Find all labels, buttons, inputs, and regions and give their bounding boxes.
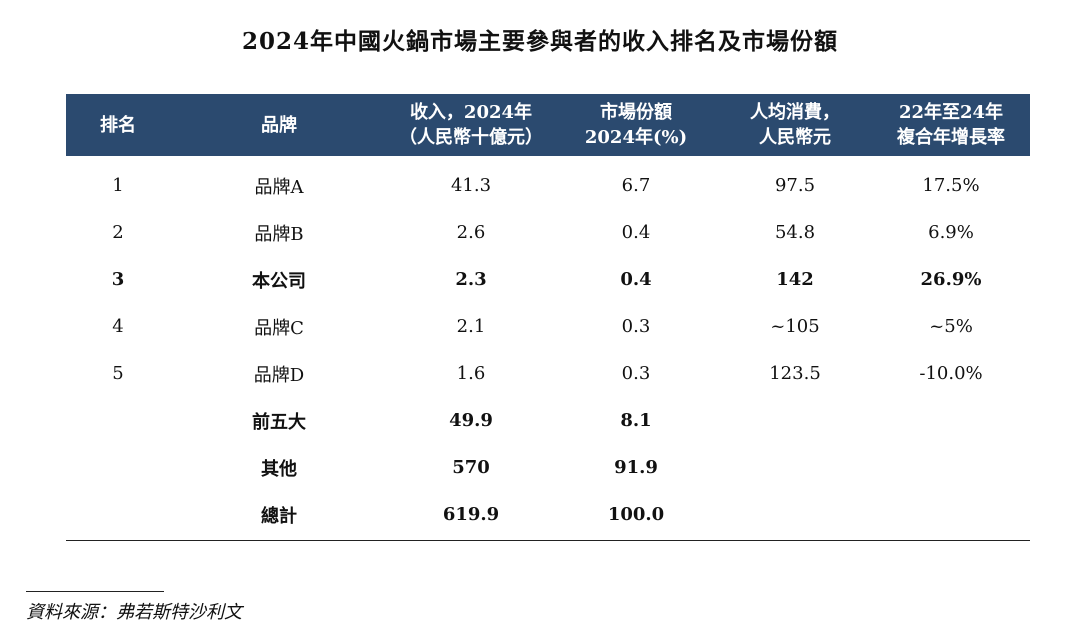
- header-brand: 品牌: [261, 114, 297, 136]
- cell-cagr: ~5%: [929, 316, 973, 337]
- table-row: 2 品牌B 2.6 0.4 54.8 6.9%: [66, 209, 1030, 256]
- cell-revenue: 2.6: [456, 222, 486, 243]
- cell-spend: 54.8: [774, 222, 816, 243]
- cell-revenue: 2.1: [456, 316, 486, 337]
- cell-rank: 3: [111, 269, 125, 290]
- cell-revenue: 49.9: [449, 410, 493, 431]
- cell-brand: 品牌A: [254, 176, 304, 198]
- cell-share: 6.7: [621, 175, 651, 196]
- cell-rank: [66, 397, 170, 444]
- header-rank: 排名: [100, 114, 136, 136]
- cell-brand: 總計: [261, 505, 297, 527]
- table-row: 3 本公司 2.3 0.4 142 26.9%: [66, 256, 1030, 303]
- cell-rank: 5: [112, 363, 124, 384]
- table-header-row: 排名 品牌 收入，2024年 （人民幣十億元） 市場份額 2024年(%) 人均消費…: [66, 94, 1030, 156]
- table-row: 前五大 49.9 8.1: [66, 397, 1030, 444]
- cell-rank: 2: [112, 222, 124, 243]
- cell-rank: [66, 491, 170, 538]
- cell-cagr: [872, 491, 1030, 538]
- cell-brand: 品牌B: [254, 223, 304, 245]
- cell-spend: 123.5: [769, 363, 821, 384]
- cell-spend: [718, 444, 872, 491]
- cell-brand: 前五大: [252, 411, 306, 433]
- cell-share: 91.9: [614, 457, 658, 478]
- cell-share: 8.1: [620, 410, 652, 431]
- cell-rank: [66, 444, 170, 491]
- table-row: 其他 570 91.9: [66, 444, 1030, 491]
- cell-brand: 其他: [261, 458, 297, 480]
- cell-share: 0.4: [621, 222, 651, 243]
- cell-brand: 品牌D: [253, 364, 305, 386]
- cell-share: 100.0: [607, 504, 665, 525]
- cell-cagr: 6.9%: [928, 222, 974, 243]
- header-per-capita-spend: 人均消費， 人民幣元: [750, 102, 840, 148]
- cell-spend: ~105: [770, 316, 820, 337]
- cell-share: 0.3: [621, 316, 651, 337]
- cell-share: 0.3: [621, 363, 651, 384]
- table-row: 1 品牌A 41.3 6.7 97.5 17.5%: [66, 156, 1030, 209]
- cell-cagr: [872, 444, 1030, 491]
- header-market-share: 市場份額 2024年(%): [584, 102, 688, 148]
- market-share-table: 排名 品牌 收入，2024年 （人民幣十億元） 市場份額 2024年(%) 人均消費…: [66, 94, 1030, 538]
- cell-cagr: -10.0%: [919, 363, 983, 384]
- cell-cagr: 17.5%: [922, 175, 980, 196]
- table-bottom-rule: [66, 540, 1030, 541]
- cell-rank: 4: [112, 316, 124, 337]
- cell-spend: 97.5: [774, 175, 816, 196]
- cell-spend: [718, 491, 872, 538]
- table-row: 5 品牌D 1.6 0.3 123.5 -10.0%: [66, 350, 1030, 397]
- table-title: 2024年中國火鍋市場主要參與者的收入排名及市場份額: [241, 28, 838, 55]
- cell-spend: [718, 397, 872, 444]
- cell-cagr: 26.9%: [920, 269, 982, 290]
- cell-brand: 本公司: [252, 270, 306, 292]
- cell-share: 0.4: [620, 269, 652, 290]
- cell-revenue: 2.3: [455, 269, 487, 290]
- table-row: 4 品牌C 2.1 0.3 ~105 ~5%: [66, 303, 1030, 350]
- table-row: 總計 619.9 100.0: [66, 491, 1030, 538]
- cell-revenue: 1.6: [456, 363, 486, 384]
- cell-cagr: [872, 397, 1030, 444]
- cell-revenue: 570: [452, 457, 490, 478]
- cell-brand: 品牌C: [254, 317, 304, 339]
- source-note: 資料來源：弗若斯特沙利文: [26, 602, 242, 623]
- cell-spend: 142: [776, 269, 814, 290]
- header-cagr: 22年至24年 複合年增長率: [897, 102, 1005, 148]
- cell-revenue: 619.9: [442, 504, 500, 525]
- cell-rank: 1: [112, 175, 124, 196]
- header-revenue: 收入，2024年 （人民幣十億元）: [399, 102, 543, 148]
- cell-revenue: 41.3: [450, 175, 492, 196]
- footnote-rule: [26, 591, 164, 592]
